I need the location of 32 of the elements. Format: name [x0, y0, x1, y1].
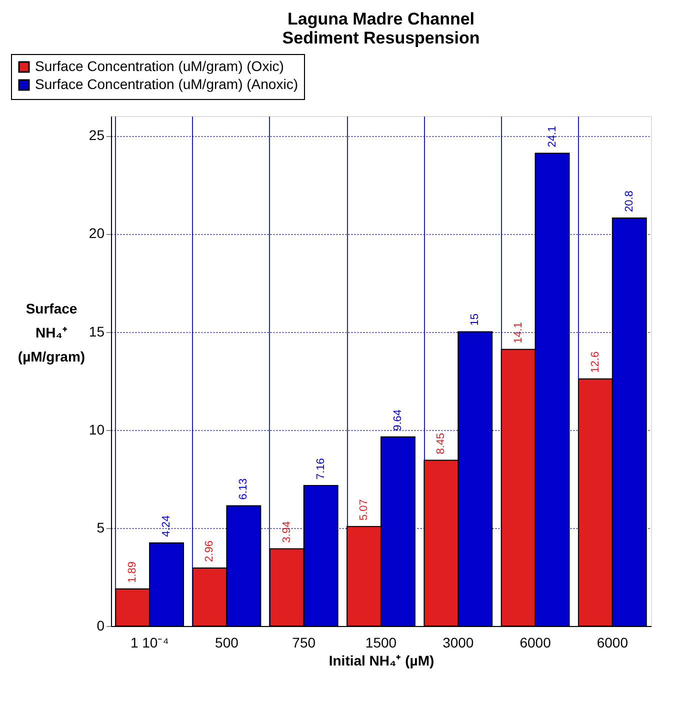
y-tick-label: 20 — [88, 225, 105, 242]
y-tick-label: 15 — [88, 323, 105, 340]
x-tick-label: 500 — [215, 634, 239, 650]
y-axis-title: Surface NH₄⁺ (µM/gram) — [18, 300, 86, 364]
data-label: 12.6 — [589, 351, 602, 373]
data-label: 14.1 — [512, 322, 524, 344]
data-label: 1.89 — [126, 562, 139, 583]
y-tick-label: 10 — [88, 421, 105, 438]
x-tick-label: 6000 — [520, 634, 552, 650]
data-label: 2.96 — [204, 540, 216, 562]
x-tick-label: 1500 — [365, 634, 397, 650]
legend-label: Surface Concentration (uM/gram) (Anoxic) — [35, 76, 298, 92]
data-label: 15 — [469, 314, 482, 326]
x-axis-title: Initial NH₄⁺ (µM) — [328, 652, 434, 668]
data-label: 7.16 — [314, 458, 327, 480]
y-tick-label: 5 — [96, 519, 105, 536]
y-tick-label: 0 — [96, 618, 105, 634]
y-tick-label: 25 — [88, 127, 105, 144]
x-tick-label: 3000 — [442, 634, 474, 650]
x-tick-label: 750 — [292, 634, 316, 650]
legend-label: Surface Concentration (uM/gram) (Oxic) — [35, 58, 284, 74]
data-label: 4.24 — [160, 515, 173, 537]
data-label: 5.07 — [358, 499, 370, 521]
data-label: 24.1 — [546, 126, 558, 148]
x-tick-label: 1 10⁻⁴ — [130, 634, 169, 650]
chart-title: Laguna Madre Channel Sediment Resuspension — [282, 10, 480, 48]
data-label: 9.64 — [392, 409, 404, 431]
x-tick-label: 6000 — [596, 634, 628, 650]
data-label: 20.8 — [623, 190, 636, 212]
data-label: 3.94 — [280, 521, 293, 543]
data-label: 8.45 — [435, 432, 448, 454]
data-label: 6.13 — [238, 478, 250, 500]
